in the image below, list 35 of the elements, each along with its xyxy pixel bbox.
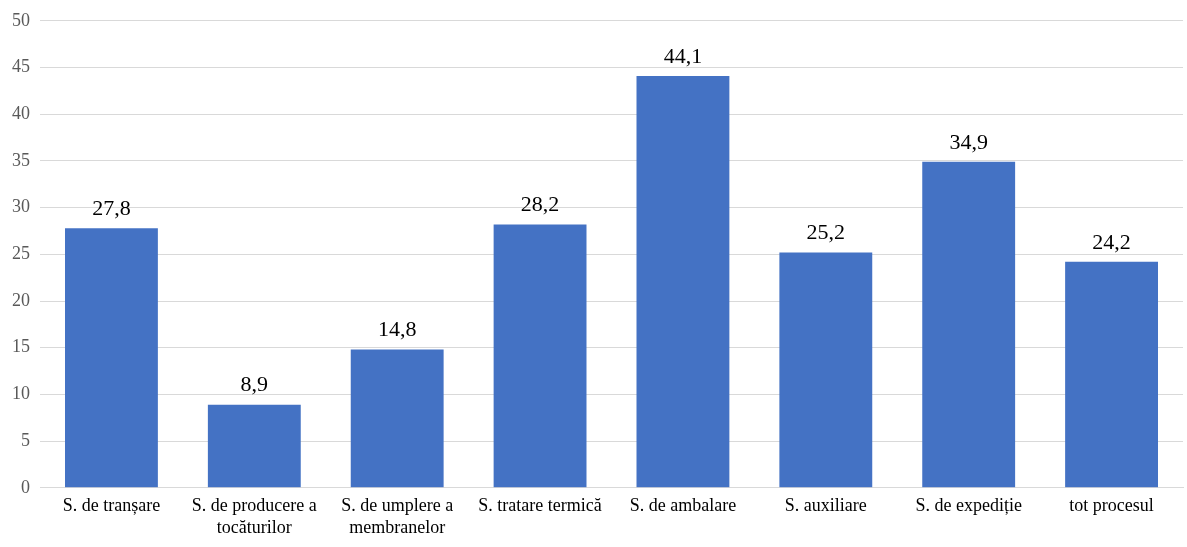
- y-tick-label: 5: [21, 429, 30, 450]
- data-label: 25,2: [806, 219, 846, 245]
- bar: [350, 349, 444, 488]
- y-tick-label: 0: [21, 476, 30, 497]
- data-label: 8,9: [240, 371, 269, 397]
- y-tick-label: 25: [12, 243, 30, 264]
- data-label: 44,1: [663, 42, 703, 68]
- bar: [1065, 261, 1158, 488]
- bar: [493, 224, 587, 488]
- bar: [779, 252, 873, 488]
- y-tick-label: 10: [12, 383, 30, 404]
- data-label: 28,2: [520, 191, 560, 217]
- x-tick-label: S. auxiliare: [784, 495, 867, 516]
- data-label: 27,8: [92, 194, 131, 220]
- y-tick-label: 20: [12, 289, 30, 310]
- x-tick-label: S. de tranșare: [62, 495, 161, 516]
- data-label: 34,9: [949, 128, 988, 154]
- x-tick-label: S. de umplere a membranelor: [341, 495, 454, 537]
- data-label: 24,2: [1092, 228, 1131, 254]
- bar: [207, 404, 301, 488]
- y-tick-label: 40: [12, 102, 30, 123]
- x-tick-label: S. de producere a tocăturilor: [191, 495, 317, 537]
- x-tick-label: S. tratare termică: [478, 495, 602, 516]
- y-tick-label: 15: [12, 336, 30, 357]
- y-tick-label: 30: [12, 196, 30, 217]
- y-tick-label: 45: [12, 56, 30, 77]
- x-tick-label: S. de expediție: [915, 495, 1022, 516]
- bar: [636, 75, 730, 488]
- data-label: 14,8: [377, 316, 417, 342]
- x-tick-label: tot procesul: [1069, 495, 1154, 516]
- bar: [65, 228, 158, 488]
- bar: [922, 161, 1016, 488]
- x-tick-label: S. de ambalare: [629, 495, 737, 516]
- y-tick-label: 35: [12, 149, 30, 170]
- y-tick-label: 50: [12, 9, 30, 30]
